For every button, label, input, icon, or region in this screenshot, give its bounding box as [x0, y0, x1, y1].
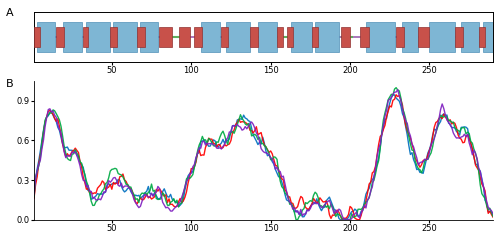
Bar: [110, 27, 116, 47]
Bar: [83, 27, 88, 47]
Bar: [315, 22, 339, 52]
Bar: [277, 27, 283, 47]
Bar: [396, 27, 404, 47]
Bar: [402, 22, 418, 52]
Bar: [140, 22, 158, 52]
Bar: [178, 27, 190, 47]
Bar: [62, 22, 82, 52]
Bar: [258, 22, 277, 52]
Bar: [114, 22, 137, 52]
Bar: [292, 22, 312, 52]
Bar: [366, 22, 394, 52]
Bar: [34, 27, 40, 47]
Bar: [286, 27, 293, 47]
Bar: [137, 27, 145, 47]
Bar: [360, 27, 369, 47]
Bar: [226, 22, 250, 52]
Bar: [37, 22, 54, 52]
Bar: [194, 27, 202, 47]
Bar: [461, 22, 478, 52]
Bar: [418, 27, 430, 47]
Bar: [56, 27, 64, 47]
Bar: [86, 22, 110, 52]
Bar: [250, 27, 258, 47]
Bar: [201, 22, 220, 52]
Bar: [430, 22, 455, 52]
Bar: [455, 27, 463, 47]
Text: B: B: [6, 79, 14, 89]
Bar: [478, 27, 485, 47]
Bar: [340, 27, 350, 47]
Bar: [312, 27, 318, 47]
Text: A: A: [6, 8, 14, 18]
Bar: [160, 27, 172, 47]
Bar: [484, 22, 493, 52]
Bar: [222, 27, 228, 47]
